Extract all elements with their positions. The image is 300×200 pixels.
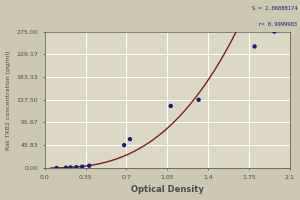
Y-axis label: Rat TXB2 concentration (pg/ml): Rat TXB2 concentration (pg/ml) bbox=[6, 50, 10, 150]
Point bbox=[252, 45, 257, 48]
Point bbox=[68, 166, 73, 169]
Text: r= 0.9999903: r= 0.9999903 bbox=[258, 22, 297, 27]
Point bbox=[54, 166, 59, 170]
Point bbox=[272, 30, 277, 33]
Point bbox=[87, 164, 92, 167]
Point bbox=[168, 104, 173, 108]
Point bbox=[128, 138, 132, 141]
Point bbox=[80, 165, 85, 168]
Text: S = 2.06888174: S = 2.06888174 bbox=[251, 6, 297, 11]
Point bbox=[64, 166, 68, 169]
Point bbox=[196, 98, 201, 101]
X-axis label: Optical Density: Optical Density bbox=[131, 185, 204, 194]
Point bbox=[74, 166, 79, 169]
Point bbox=[122, 144, 127, 147]
